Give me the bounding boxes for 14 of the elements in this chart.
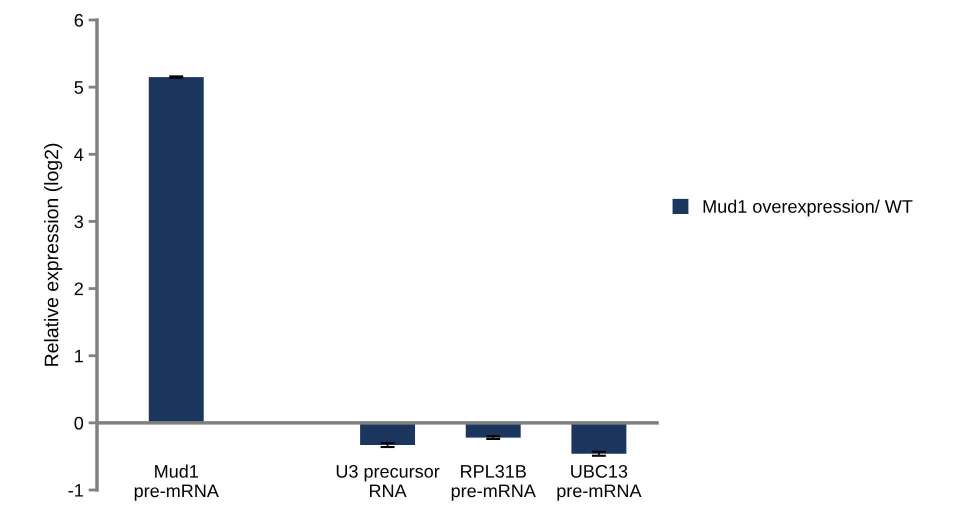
y-tick-label: 0 [74,416,84,430]
legend-label: Mud1 overexpression/ WT [704,200,912,216]
x-tick-label: UBC13 pre-mRNA [557,465,642,501]
y-tick-label: 3 [74,215,84,228]
y-tick-label: 5 [74,81,84,94]
x-tick-label: U3 precursor RNA [336,465,440,498]
y-tick-label: 1 [75,350,83,362]
y-tick-label: 2 [74,282,83,296]
y-tick-label: 6 [74,14,84,27]
x-tick-label: RPL31B pre-mRNA [452,465,536,501]
y-axis-title: Relative expression (log2) [44,144,62,366]
y-tick-label: -1 [68,484,83,497]
x-tick-label: Mud1 pre-mRNA [134,464,219,501]
y-tick-label: 4 [74,148,84,161]
